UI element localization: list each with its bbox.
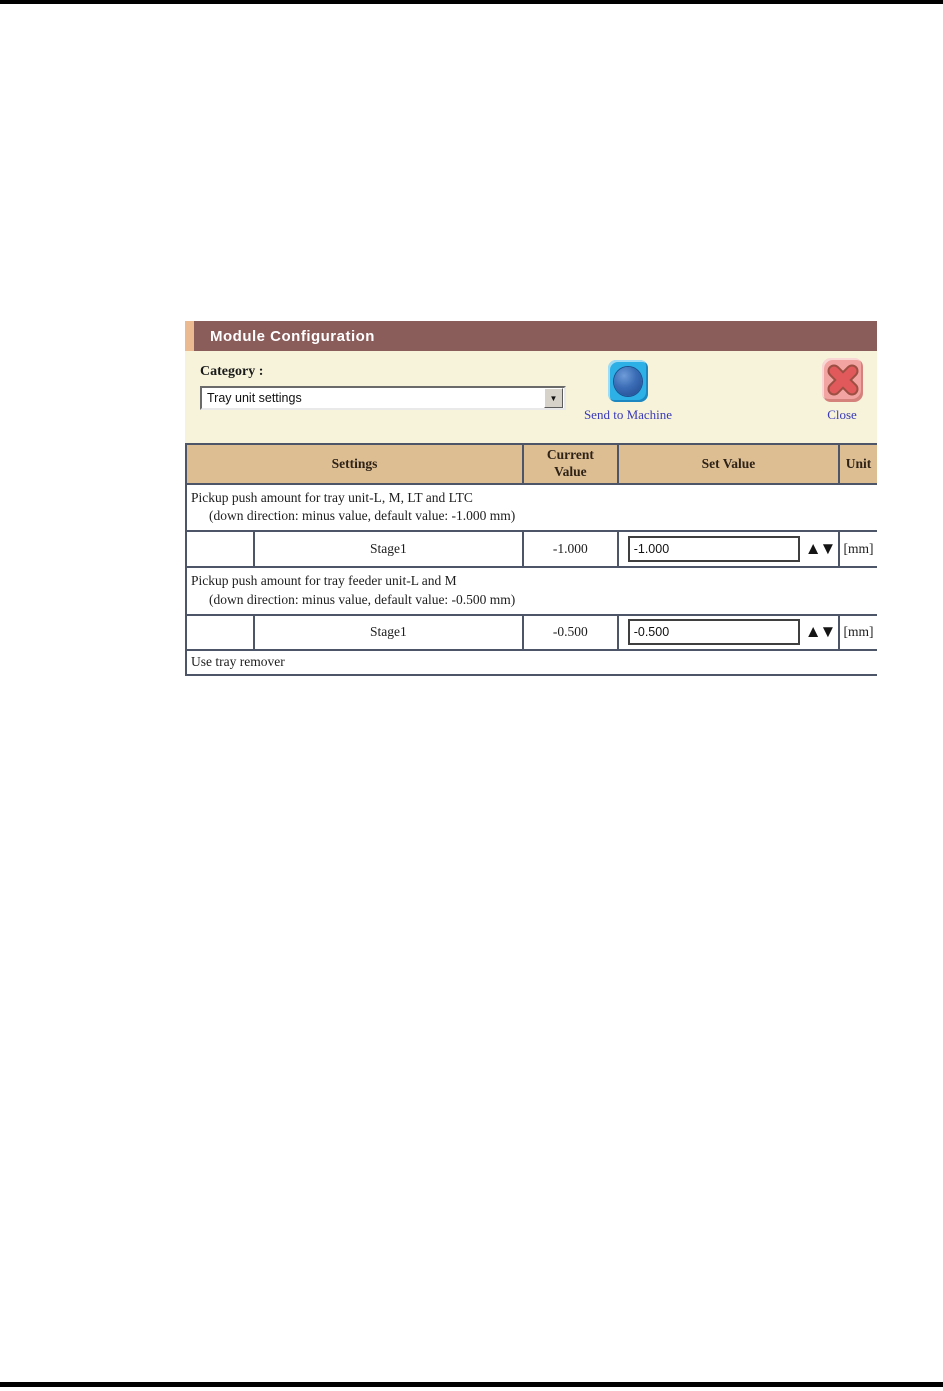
category-label: Category :	[200, 364, 264, 379]
spin-up-icon[interactable]: ▲	[804, 539, 822, 559]
set-value-input[interactable]	[627, 536, 800, 563]
section-line1: Pickup push amount for tray unit-L, M, L…	[191, 490, 473, 505]
unit-cell: [mm]	[840, 532, 877, 569]
spin-up-icon[interactable]: ▲	[804, 622, 822, 642]
section-line2: (down direction: minus value, default va…	[209, 508, 516, 524]
value-spinner[interactable]: ▲ ▼	[804, 622, 837, 642]
section-description: Pickup push amount for tray unit-L, M, L…	[187, 485, 877, 533]
section-row: Pickup push amount for tray feeder unit-…	[187, 568, 877, 616]
dropdown-arrow-button[interactable]: ▼	[544, 388, 563, 408]
table-row-stage1-tray-unit: Stage1 -1.000 ▲▼ [mm]	[187, 532, 877, 569]
toolbar: Category : Tray unit settings ▼ Send to …	[185, 351, 877, 443]
set-value-cell: ▲▼	[618, 615, 841, 651]
empty-cell	[187, 615, 255, 651]
send-to-machine-label[interactable]: Send to Machine	[583, 407, 673, 422]
title-bar-accent	[185, 321, 194, 351]
category-dropdown[interactable]: Tray unit settings ▼	[200, 386, 566, 410]
section-row: Pickup push amount for tray unit-L, M, L…	[187, 485, 877, 533]
section-line1: Use tray remover	[187, 651, 877, 676]
send-to-machine-button[interactable]	[608, 360, 648, 402]
category-selected-value: Tray unit settings	[207, 391, 302, 405]
table-header-row: Settings Current Value Set Value Unit	[187, 445, 877, 485]
title-bar: Module Configuration	[185, 321, 877, 351]
current-value: -1.000	[524, 532, 619, 569]
set-value-input[interactable]	[627, 619, 800, 646]
send-icon	[614, 366, 642, 396]
close-x-icon	[827, 364, 858, 396]
section-line2: (down direction: minus value, default va…	[209, 591, 516, 607]
section-row-use-tray-remover: Use tray remover	[187, 651, 877, 676]
module-configuration-panel: Module Configuration Category : Tray uni…	[185, 321, 877, 676]
value-spinner[interactable]: ▲ ▼	[804, 539, 837, 559]
header-unit: Unit	[840, 445, 877, 485]
stage-name: Stage1	[254, 615, 524, 651]
stage-name: Stage1	[254, 532, 524, 569]
section-line1: Pickup push amount for tray feeder unit-…	[191, 573, 457, 589]
table-row-stage1-tray-feeder: Stage1 -0.500 ▲▼ [mm]	[187, 615, 877, 651]
panel-title: Module Configuration	[194, 321, 877, 351]
close-label[interactable]: Close	[827, 407, 857, 422]
chevron-down-icon: ▼	[549, 393, 558, 403]
page-edge-bottom	[0, 1382, 943, 1387]
spin-down-icon[interactable]: ▼	[819, 622, 837, 642]
close-button[interactable]	[822, 358, 863, 402]
header-current-value: Current Value	[524, 445, 619, 485]
empty-cell	[187, 532, 255, 569]
unit-cell: [mm]	[840, 616, 877, 651]
section-description: Pickup push amount for tray feeder unit-…	[187, 568, 877, 616]
current-value: -0.500	[524, 615, 619, 651]
spin-down-icon[interactable]: ▼	[819, 539, 837, 559]
page-edge-top	[0, 0, 943, 4]
settings-table: Settings Current Value Set Value Unit Pi…	[185, 443, 877, 676]
header-settings: Settings	[187, 445, 525, 485]
header-set-value: Set Value	[618, 445, 841, 485]
set-value-cell: ▲▼	[618, 532, 841, 569]
